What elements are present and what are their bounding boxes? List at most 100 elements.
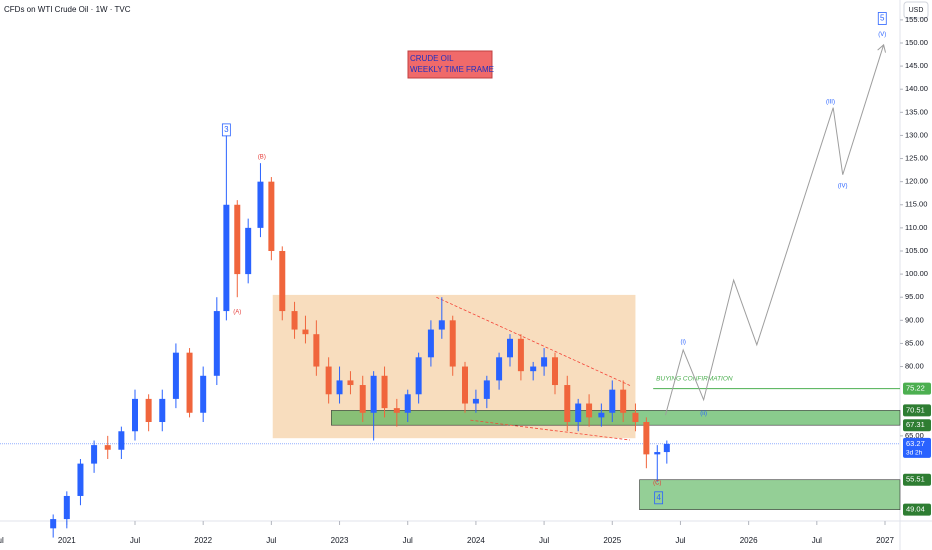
y-tick-label: 65.00 <box>905 431 924 440</box>
x-tick-label: 2024 <box>467 536 485 545</box>
candle-body <box>632 412 639 423</box>
level-label: 49.04 <box>906 505 925 514</box>
y-tick-label: 130.00 <box>905 130 928 139</box>
candle-body <box>118 431 125 450</box>
candle-body <box>586 403 593 418</box>
y-tick-label: 115.00 <box>905 200 927 209</box>
candle-body <box>462 366 468 404</box>
level-label-bg <box>903 503 931 516</box>
title-line: WEEKLY TIME FRAME <box>410 65 494 74</box>
candle-body <box>575 403 582 423</box>
candle-body <box>393 408 400 413</box>
level-label: 55.51 <box>906 475 925 484</box>
candle-body <box>620 389 627 413</box>
arrow-head <box>877 43 886 53</box>
candle-body <box>530 366 537 372</box>
candle-body <box>63 495 70 520</box>
x-tick-label: Jul <box>539 536 549 545</box>
level-label-bg <box>903 404 931 417</box>
zone <box>331 410 901 426</box>
candle-body <box>145 398 152 423</box>
candle-body <box>347 380 354 386</box>
title-box <box>407 50 493 79</box>
candle-body <box>223 204 230 312</box>
x-tick-label: 2026 <box>740 536 758 545</box>
candle-body <box>132 398 138 432</box>
y-tick-label: 120.00 <box>905 177 928 186</box>
x-tick-label: 2023 <box>331 536 349 545</box>
x-tick-label: Jul <box>0 536 4 545</box>
wave-label: 4 <box>656 493 661 502</box>
candle-body <box>91 445 98 464</box>
wave-label: (A) <box>233 310 241 316</box>
level-label-bg <box>903 419 931 432</box>
y-tick-label: 100.00 <box>905 269 928 278</box>
wave-box <box>221 123 231 137</box>
wave-label: 3 <box>224 125 229 134</box>
candle-body <box>427 329 434 358</box>
candle-body <box>279 250 286 312</box>
currency: USD <box>909 7 924 14</box>
wave-label: (B) <box>258 155 266 161</box>
candle-body <box>359 385 366 413</box>
candle-body <box>541 357 548 367</box>
candle-body <box>186 352 193 413</box>
y-tick-label: 135.00 <box>905 107 928 116</box>
current-price-label: 63.27 <box>906 439 925 448</box>
x-tick-label: Jul <box>266 536 276 545</box>
y-tick-label: 85.00 <box>905 338 924 347</box>
currency-box[interactable] <box>903 1 929 19</box>
wave-box <box>877 12 887 25</box>
x-tick-label: Jul <box>403 536 413 545</box>
level-label: 75.22 <box>906 384 925 393</box>
candle-body <box>438 320 445 330</box>
current-price-bg <box>903 437 931 458</box>
x-tick-label: 2025 <box>603 536 621 545</box>
candle-body <box>336 380 343 395</box>
candle-body <box>268 181 275 251</box>
candle-body <box>291 311 298 330</box>
candle-body <box>552 357 558 386</box>
level-label: 70.51 <box>906 405 925 414</box>
y-tick-label: 150.00 <box>905 38 928 47</box>
candle-body <box>415 357 422 395</box>
wave-label: (C) <box>653 481 661 487</box>
candle-body <box>609 389 616 413</box>
candle-body <box>598 412 605 418</box>
candle-body <box>325 366 332 395</box>
candle-body <box>496 357 503 381</box>
level-label-bg <box>903 473 931 486</box>
candle-body <box>483 380 490 399</box>
countdown: 3d 2h <box>906 450 923 457</box>
candle-body <box>507 338 513 358</box>
candle-body <box>159 398 166 423</box>
wave-label: (IV) <box>838 183 848 189</box>
wave-label: (ii) <box>700 411 707 417</box>
trendline <box>436 296 631 386</box>
x-tick-label: 2022 <box>194 536 212 545</box>
y-tick-label: 155.00 <box>905 15 928 24</box>
candle-body <box>257 181 264 228</box>
candle-body <box>663 443 670 453</box>
x-tick-label: Jul <box>812 536 822 545</box>
y-tick-label: 95.00 <box>905 292 924 301</box>
candle-body <box>472 398 479 404</box>
y-tick-label: 105.00 <box>905 246 928 255</box>
y-tick-label: 90.00 <box>905 315 924 324</box>
candle-body <box>654 452 661 455</box>
header: CFDs on WTI Crude Oil · 1W · TVC <box>4 5 131 14</box>
candle-body <box>77 463 84 496</box>
candle-body <box>172 352 179 399</box>
y-tick-label: 140.00 <box>905 84 928 93</box>
candle-body <box>245 227 252 275</box>
zone <box>639 479 901 510</box>
x-tick-label: 2021 <box>58 536 76 545</box>
candle-body <box>234 204 241 275</box>
x-tick-label: 2027 <box>876 536 894 545</box>
candle-body <box>50 519 57 529</box>
candle-body <box>302 329 309 335</box>
title-line: CRUDE OIL <box>410 54 454 63</box>
y-tick-label: 80.00 <box>905 362 924 371</box>
